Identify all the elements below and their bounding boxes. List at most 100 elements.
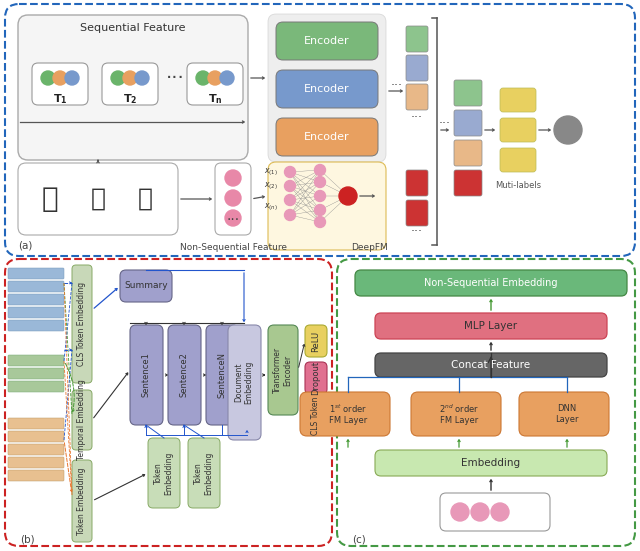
Circle shape bbox=[314, 191, 326, 202]
FancyBboxPatch shape bbox=[276, 22, 378, 60]
FancyBboxPatch shape bbox=[406, 84, 428, 110]
FancyBboxPatch shape bbox=[148, 438, 180, 508]
FancyBboxPatch shape bbox=[440, 493, 550, 531]
Text: Transformer
Encoder: Transformer Encoder bbox=[273, 347, 292, 393]
FancyBboxPatch shape bbox=[8, 431, 64, 442]
Text: CLS Token: CLS Token bbox=[312, 397, 321, 435]
Circle shape bbox=[220, 71, 234, 85]
Text: Embedding: Embedding bbox=[461, 458, 520, 468]
Text: Concat Feature: Concat Feature bbox=[451, 360, 531, 370]
FancyBboxPatch shape bbox=[406, 26, 428, 52]
FancyBboxPatch shape bbox=[276, 118, 378, 156]
Circle shape bbox=[123, 71, 137, 85]
Text: $\mathbf{T_1}$: $\mathbf{T_1}$ bbox=[52, 92, 67, 106]
Circle shape bbox=[314, 176, 326, 187]
Circle shape bbox=[285, 181, 296, 192]
FancyBboxPatch shape bbox=[411, 392, 501, 436]
FancyBboxPatch shape bbox=[32, 63, 88, 105]
Circle shape bbox=[65, 71, 79, 85]
Text: ···: ··· bbox=[227, 213, 239, 227]
Circle shape bbox=[491, 503, 509, 521]
Text: ReLU: ReLU bbox=[312, 331, 321, 352]
Circle shape bbox=[208, 71, 222, 85]
FancyBboxPatch shape bbox=[375, 353, 607, 377]
Text: Non-Sequential Embedding: Non-Sequential Embedding bbox=[424, 278, 557, 288]
FancyBboxPatch shape bbox=[8, 355, 64, 366]
Circle shape bbox=[285, 195, 296, 206]
Circle shape bbox=[225, 210, 241, 226]
Text: 🏛: 🏛 bbox=[42, 185, 58, 213]
Text: (c): (c) bbox=[352, 535, 365, 545]
FancyBboxPatch shape bbox=[228, 325, 261, 440]
Circle shape bbox=[285, 166, 296, 177]
Circle shape bbox=[554, 116, 582, 144]
Text: ···: ··· bbox=[411, 225, 423, 239]
FancyBboxPatch shape bbox=[406, 170, 428, 196]
Text: 1$^{st}$ order
FM Layer: 1$^{st}$ order FM Layer bbox=[329, 403, 367, 425]
Text: DeepFM: DeepFM bbox=[351, 242, 388, 251]
FancyBboxPatch shape bbox=[188, 438, 220, 508]
FancyBboxPatch shape bbox=[8, 381, 64, 392]
Circle shape bbox=[53, 71, 67, 85]
FancyBboxPatch shape bbox=[406, 55, 428, 81]
Circle shape bbox=[196, 71, 210, 85]
Circle shape bbox=[225, 190, 241, 206]
FancyBboxPatch shape bbox=[168, 325, 201, 425]
FancyBboxPatch shape bbox=[120, 270, 172, 302]
FancyBboxPatch shape bbox=[500, 88, 536, 112]
FancyBboxPatch shape bbox=[215, 163, 251, 235]
FancyBboxPatch shape bbox=[8, 470, 64, 481]
FancyBboxPatch shape bbox=[8, 307, 64, 318]
Text: $\mathbf{T_n}$: $\mathbf{T_n}$ bbox=[208, 92, 222, 106]
Text: Sequential Feature: Sequential Feature bbox=[80, 23, 186, 33]
FancyBboxPatch shape bbox=[454, 170, 482, 196]
Text: (a): (a) bbox=[18, 241, 33, 251]
Text: 2$^{nd}$ order
FM Layer: 2$^{nd}$ order FM Layer bbox=[439, 403, 479, 425]
Text: Muti-labels: Muti-labels bbox=[495, 181, 541, 190]
Text: $x_{(n)}$: $x_{(n)}$ bbox=[264, 201, 278, 213]
FancyBboxPatch shape bbox=[8, 294, 64, 305]
FancyBboxPatch shape bbox=[8, 368, 64, 379]
FancyBboxPatch shape bbox=[102, 63, 158, 105]
FancyBboxPatch shape bbox=[454, 80, 482, 106]
FancyBboxPatch shape bbox=[375, 313, 607, 339]
FancyBboxPatch shape bbox=[305, 325, 327, 357]
FancyBboxPatch shape bbox=[130, 325, 163, 425]
Text: 💳: 💳 bbox=[90, 187, 106, 211]
Text: 📄: 📄 bbox=[138, 187, 152, 211]
Text: Encoder: Encoder bbox=[304, 36, 350, 46]
FancyBboxPatch shape bbox=[18, 15, 248, 160]
Circle shape bbox=[41, 71, 55, 85]
FancyBboxPatch shape bbox=[300, 392, 390, 436]
FancyBboxPatch shape bbox=[8, 281, 64, 292]
FancyBboxPatch shape bbox=[276, 70, 378, 108]
Text: MLP Layer: MLP Layer bbox=[465, 321, 518, 331]
FancyBboxPatch shape bbox=[8, 268, 64, 279]
Text: CLS Token Embedding: CLS Token Embedding bbox=[77, 282, 86, 366]
Text: $x_{(1)}$: $x_{(1)}$ bbox=[264, 166, 278, 178]
Text: (b): (b) bbox=[20, 535, 35, 545]
FancyBboxPatch shape bbox=[72, 460, 92, 542]
FancyBboxPatch shape bbox=[500, 148, 536, 172]
Text: ···: ··· bbox=[439, 117, 451, 131]
Circle shape bbox=[339, 187, 357, 205]
FancyBboxPatch shape bbox=[500, 118, 536, 142]
Text: Non-Sequential Feature: Non-Sequential Feature bbox=[179, 242, 287, 251]
Circle shape bbox=[225, 170, 241, 186]
FancyBboxPatch shape bbox=[519, 392, 609, 436]
FancyBboxPatch shape bbox=[72, 265, 92, 383]
FancyBboxPatch shape bbox=[454, 110, 482, 136]
Circle shape bbox=[314, 217, 326, 228]
FancyBboxPatch shape bbox=[268, 162, 386, 250]
Text: Token
Embedding: Token Embedding bbox=[195, 451, 214, 495]
FancyBboxPatch shape bbox=[72, 390, 92, 450]
Circle shape bbox=[111, 71, 125, 85]
FancyBboxPatch shape bbox=[268, 14, 386, 162]
Circle shape bbox=[451, 503, 469, 521]
Circle shape bbox=[471, 503, 489, 521]
Text: DNN
Layer: DNN Layer bbox=[556, 404, 579, 424]
FancyBboxPatch shape bbox=[454, 140, 482, 166]
Text: Encoder: Encoder bbox=[304, 132, 350, 142]
FancyBboxPatch shape bbox=[206, 325, 239, 425]
Text: ···: ··· bbox=[166, 68, 184, 88]
